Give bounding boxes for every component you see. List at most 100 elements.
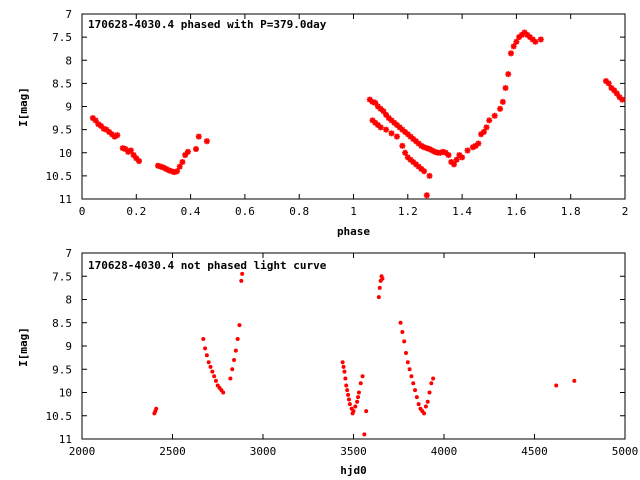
data-point [125,148,132,155]
data-point [619,96,626,103]
data-point [399,142,406,149]
x-tick-label: 5000 [612,445,639,458]
data-point [347,402,352,407]
x-tick-label: 0.4 [181,205,201,218]
data-point [502,85,509,91]
data-point [377,105,384,112]
data-point [491,112,498,119]
unphased-light-curve-panel: 2000 2500 3000 3500 4000 4500 5000 7 7.5 8 8.5 9 9.5… [17,247,638,477]
chart-title: 170628-4030.4 not phased light curve [88,259,327,272]
data-point [240,271,245,276]
data-point [163,165,170,172]
y-tick-label: 7 [65,247,72,260]
y-tick-label: 7.5 [52,270,72,283]
x-tick-label: 4000 [431,445,458,458]
data-point [445,152,452,159]
data-point [341,364,346,369]
y-tick-label: 11 [59,433,72,446]
data-point [345,388,350,393]
data-point [203,138,210,145]
y-tick-label: 7.5 [52,31,72,44]
data-point [356,390,361,395]
data-point [521,29,528,36]
data-point [160,164,167,171]
data-point [358,381,363,386]
x-tick-label: 2000 [69,445,96,458]
data-point [351,409,356,414]
data-point [108,131,115,138]
data-point [554,383,559,388]
data-point [469,144,476,151]
data-point [505,71,512,78]
data-point [427,390,432,395]
data-point [499,98,506,105]
data-point [403,350,408,355]
data-point [122,146,129,153]
data-point [510,43,517,50]
data-point [344,383,349,388]
data-point [184,148,191,155]
data-point [383,111,390,118]
data-point [453,156,460,163]
data-point [410,135,417,142]
data-point [182,152,189,159]
data-point [366,96,373,103]
data-point [418,142,425,149]
data-point [475,140,482,147]
data-point [414,395,419,400]
data-point [154,406,159,411]
data-point [356,395,361,400]
x-axis-label: hjd0 [340,464,367,477]
data-point [602,78,609,85]
data-point [393,122,400,128]
data-point [233,348,238,353]
data-point [426,172,433,179]
data-point [532,38,539,45]
data-point [524,31,531,38]
data-point [136,158,143,165]
y-tick-label: 9 [65,340,72,353]
y-tick-label: 8.5 [52,317,72,330]
data-point [616,94,623,101]
data-point [235,337,240,342]
y-tick-label: 8 [65,294,72,307]
data-point [426,146,433,153]
y-tick-label: 9 [65,101,72,114]
data-point [388,117,395,124]
data-point [412,138,419,145]
data-point [230,367,235,372]
data-point [421,168,428,175]
data-point [429,381,434,386]
data-point [407,156,414,163]
x-tick-label: 0.6 [235,205,255,218]
data-point [423,145,430,152]
data-point [418,165,425,172]
data-point [342,369,347,374]
data-point [127,147,134,154]
data-point [374,122,381,128]
data-point [396,124,403,131]
data-point [400,330,405,335]
data-point [605,80,612,87]
y-tick-label: 8.5 [52,77,72,90]
data-point [165,167,172,174]
data-point [103,126,110,133]
data-point [174,168,181,175]
data-point [608,85,615,91]
y-tick-label: 10 [59,147,72,160]
data-point [157,163,164,170]
data-point [429,147,436,154]
data-point [416,402,421,407]
x-tick-label: 0.8 [289,205,309,218]
data-point [459,154,466,161]
y-tick-label: 9.5 [52,124,72,137]
y-tick-label: 9.5 [52,363,72,376]
data-point [114,132,121,139]
data-point [423,404,428,409]
data-point [402,149,409,156]
data-point [206,360,211,365]
data-point [483,124,490,131]
y-tick-label: 8 [65,54,72,67]
data-point [402,339,407,344]
